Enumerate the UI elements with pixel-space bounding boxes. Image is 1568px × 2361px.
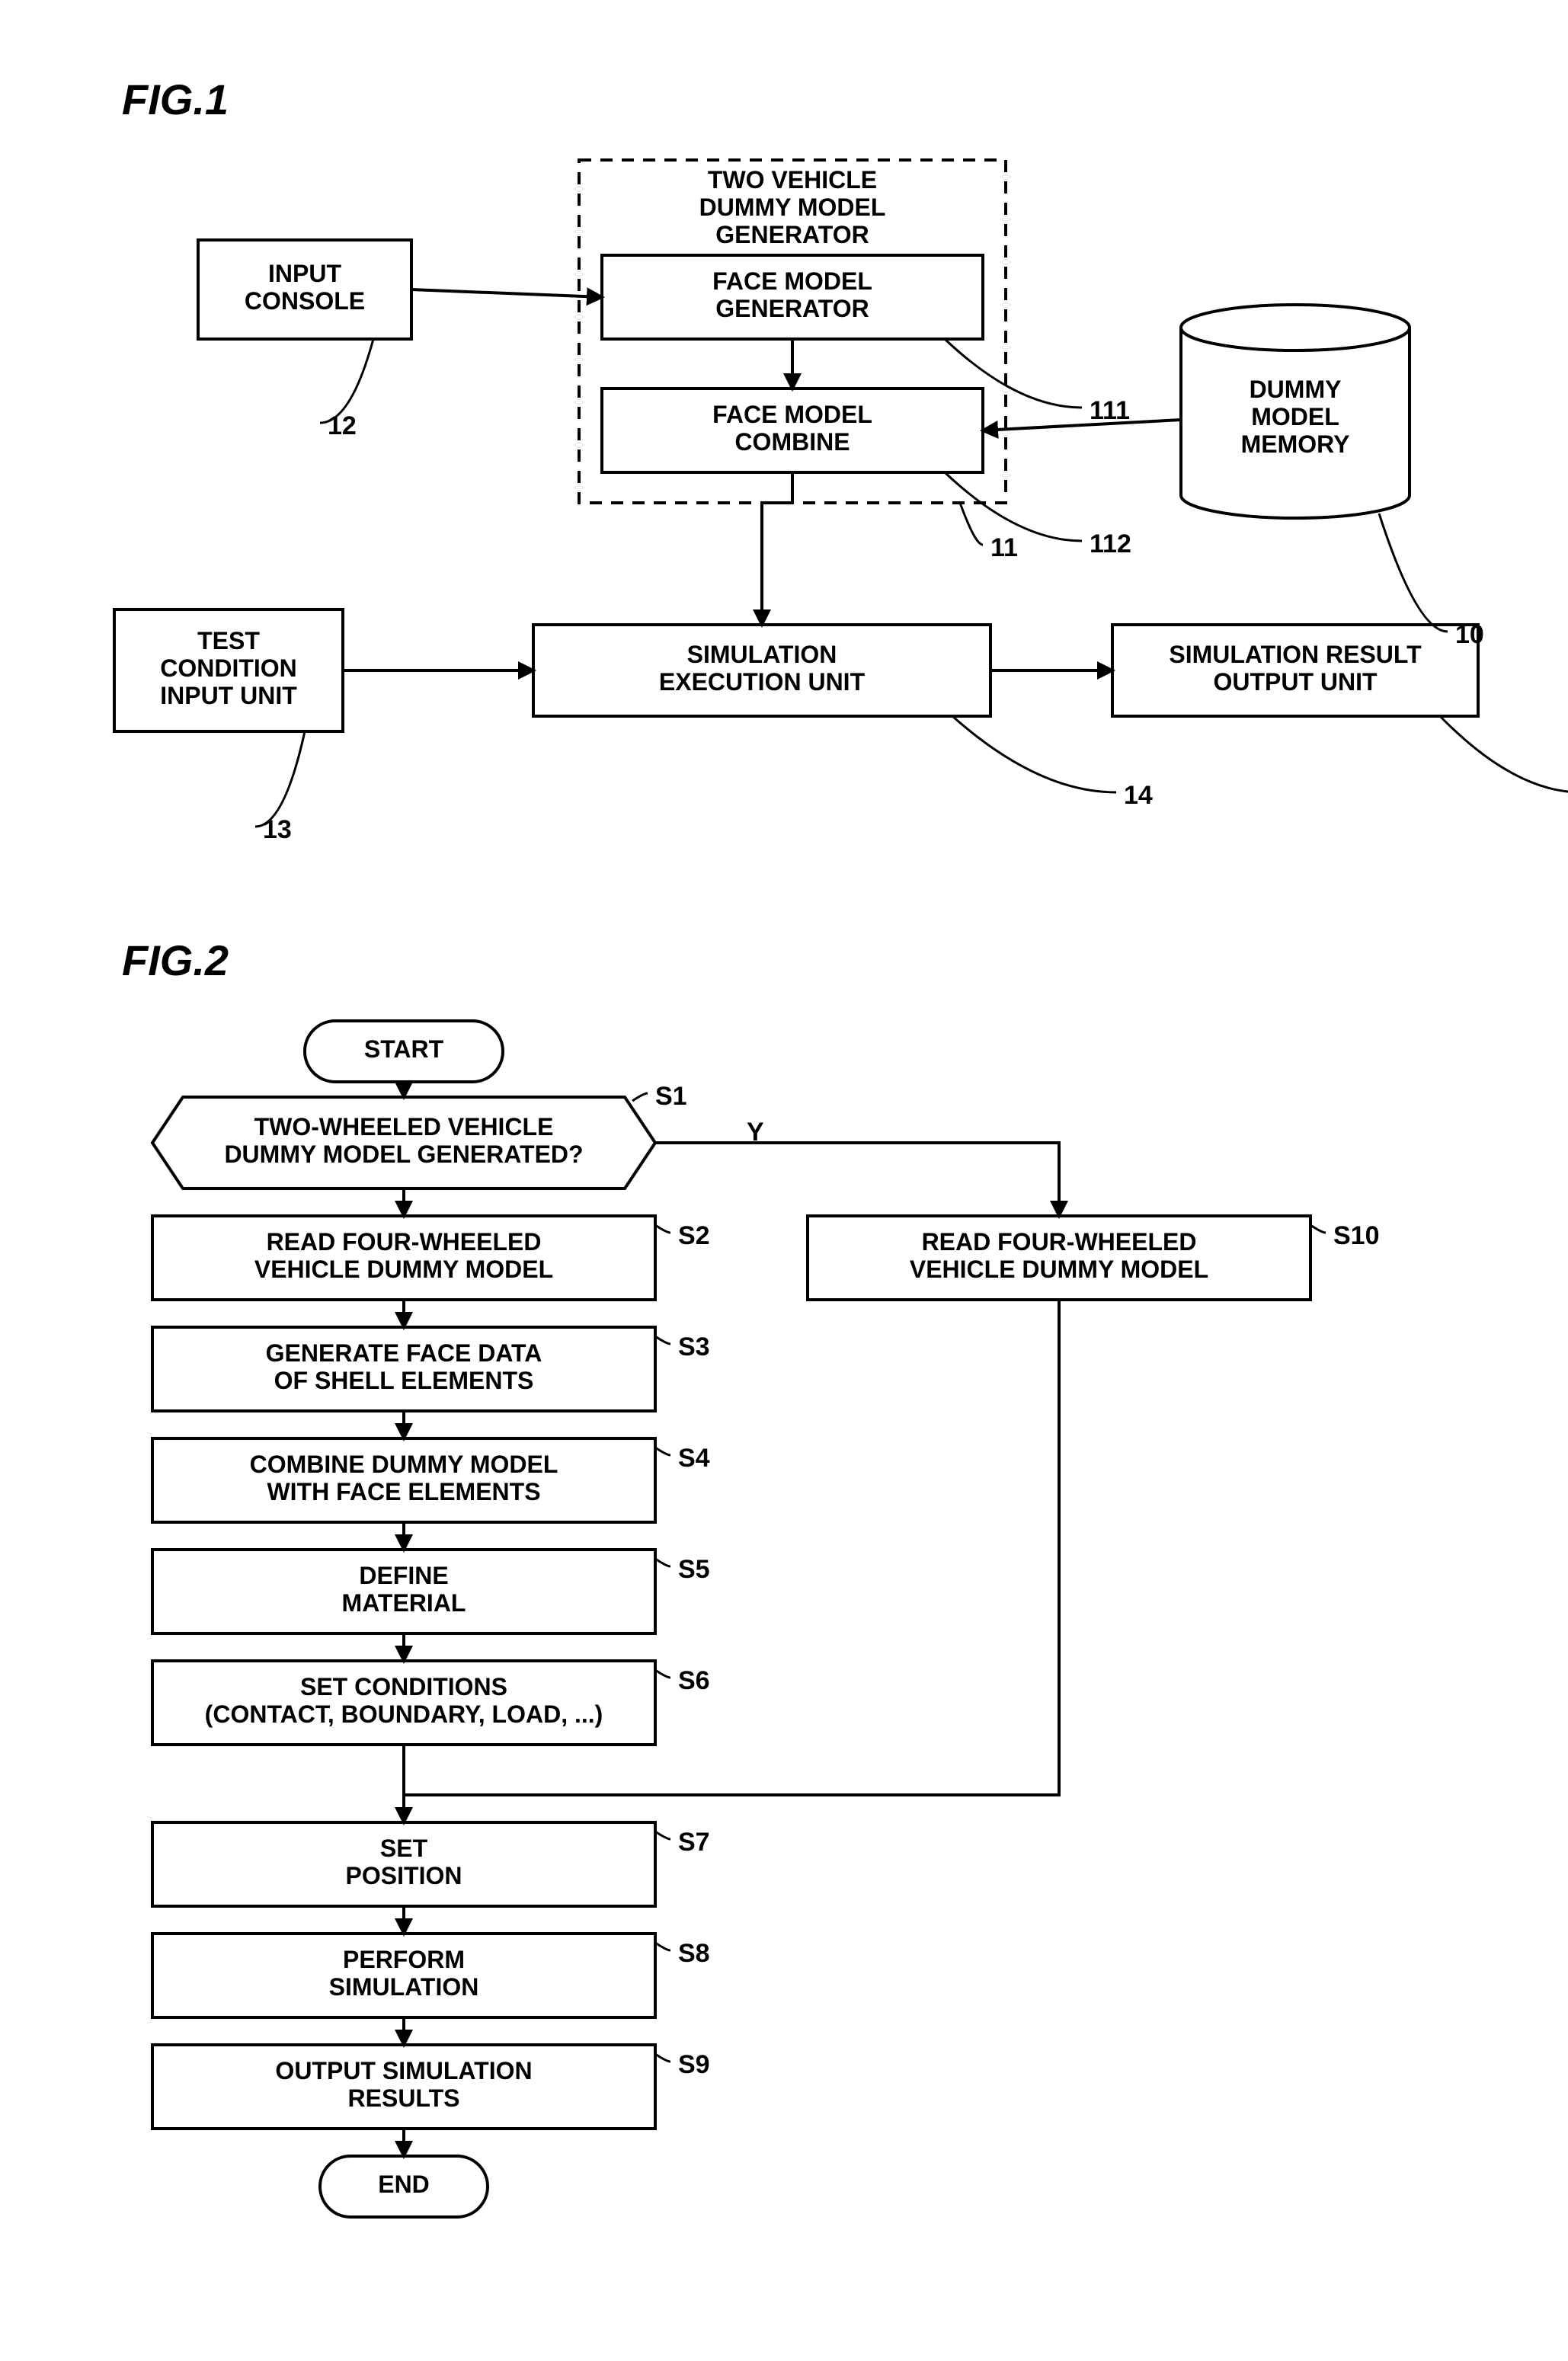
svg-text:READ FOUR-WHEELEDVEHICLE DUMMY: READ FOUR-WHEELEDVEHICLE DUMMY MODEL: [910, 1229, 1208, 1284]
svg-text:S2: S2: [678, 1221, 710, 1250]
svg-text:S1: S1: [655, 1082, 687, 1111]
svg-text:PERFORMSIMULATION: PERFORMSIMULATION: [329, 1947, 479, 2001]
svg-text:INPUTCONSOLE: INPUTCONSOLE: [245, 261, 365, 315]
svg-text:14: 14: [1124, 781, 1153, 810]
svg-text:FACE MODELGENERATOR: FACE MODELGENERATOR: [712, 268, 872, 323]
svg-text:SIMULATIONEXECUTION UNIT: SIMULATIONEXECUTION UNIT: [659, 641, 866, 696]
svg-text:TWO VEHICLEDUMMY MODELGENERATO: TWO VEHICLEDUMMY MODELGENERATOR: [699, 167, 886, 249]
svg-text:S3: S3: [678, 1332, 710, 1361]
svg-text:DEFINEMATERIAL: DEFINEMATERIAL: [342, 1563, 466, 1617]
svg-text:S4: S4: [678, 1444, 710, 1473]
svg-text:READ FOUR-WHEELEDVEHICLE DUMMY: READ FOUR-WHEELEDVEHICLE DUMMY MODEL: [254, 1229, 553, 1284]
svg-text:TESTCONDITIONINPUT UNIT: TESTCONDITIONINPUT UNIT: [160, 628, 297, 710]
svg-text:S8: S8: [678, 1939, 710, 1968]
svg-text:S5: S5: [678, 1555, 710, 1584]
svg-text:111: 111: [1090, 396, 1130, 425]
svg-text:S10: S10: [1333, 1221, 1380, 1250]
svg-text:S7: S7: [678, 1828, 710, 1857]
svg-text:DUMMYMODELMEMORY: DUMMYMODELMEMORY: [1241, 376, 1350, 459]
svg-text:FACE MODELCOMBINE: FACE MODELCOMBINE: [712, 401, 872, 456]
svg-text:START: START: [364, 1035, 444, 1063]
svg-text:OUTPUT SIMULATIONRESULTS: OUTPUT SIMULATIONRESULTS: [275, 2058, 532, 2113]
svg-text:112: 112: [1090, 529, 1131, 558]
svg-text:13: 13: [263, 815, 292, 844]
svg-text:SIMULATION RESULTOUTPUT UNIT: SIMULATION RESULTOUTPUT UNIT: [1169, 641, 1422, 696]
svg-text:10: 10: [1455, 620, 1484, 649]
svg-text:GENERATE FACE DATAOF SHELL ELE: GENERATE FACE DATAOF SHELL ELEMENTS: [266, 1340, 542, 1395]
fig1-title: FIG.1: [122, 75, 229, 123]
svg-text:COMBINE DUMMY MODELWITH FACE E: COMBINE DUMMY MODELWITH FACE ELEMENTS: [250, 1451, 558, 1506]
svg-text:SETPOSITION: SETPOSITION: [346, 1835, 462, 1890]
svg-text:12: 12: [328, 411, 357, 440]
svg-text:S6: S6: [678, 1666, 710, 1695]
svg-text:SET CONDITIONS(CONTACT, BOUNDA: SET CONDITIONS(CONTACT, BOUNDARY, LOAD, …: [205, 1674, 603, 1729]
fig2-title: FIG.2: [122, 936, 229, 984]
svg-text:S9: S9: [678, 2050, 710, 2079]
svg-text:END: END: [378, 2171, 430, 2198]
svg-text:TWO-WHEELED VEHICLEDUMMY MODEL: TWO-WHEELED VEHICLEDUMMY MODEL GENERATED…: [224, 1114, 583, 1169]
svg-text:11: 11: [990, 533, 1018, 562]
